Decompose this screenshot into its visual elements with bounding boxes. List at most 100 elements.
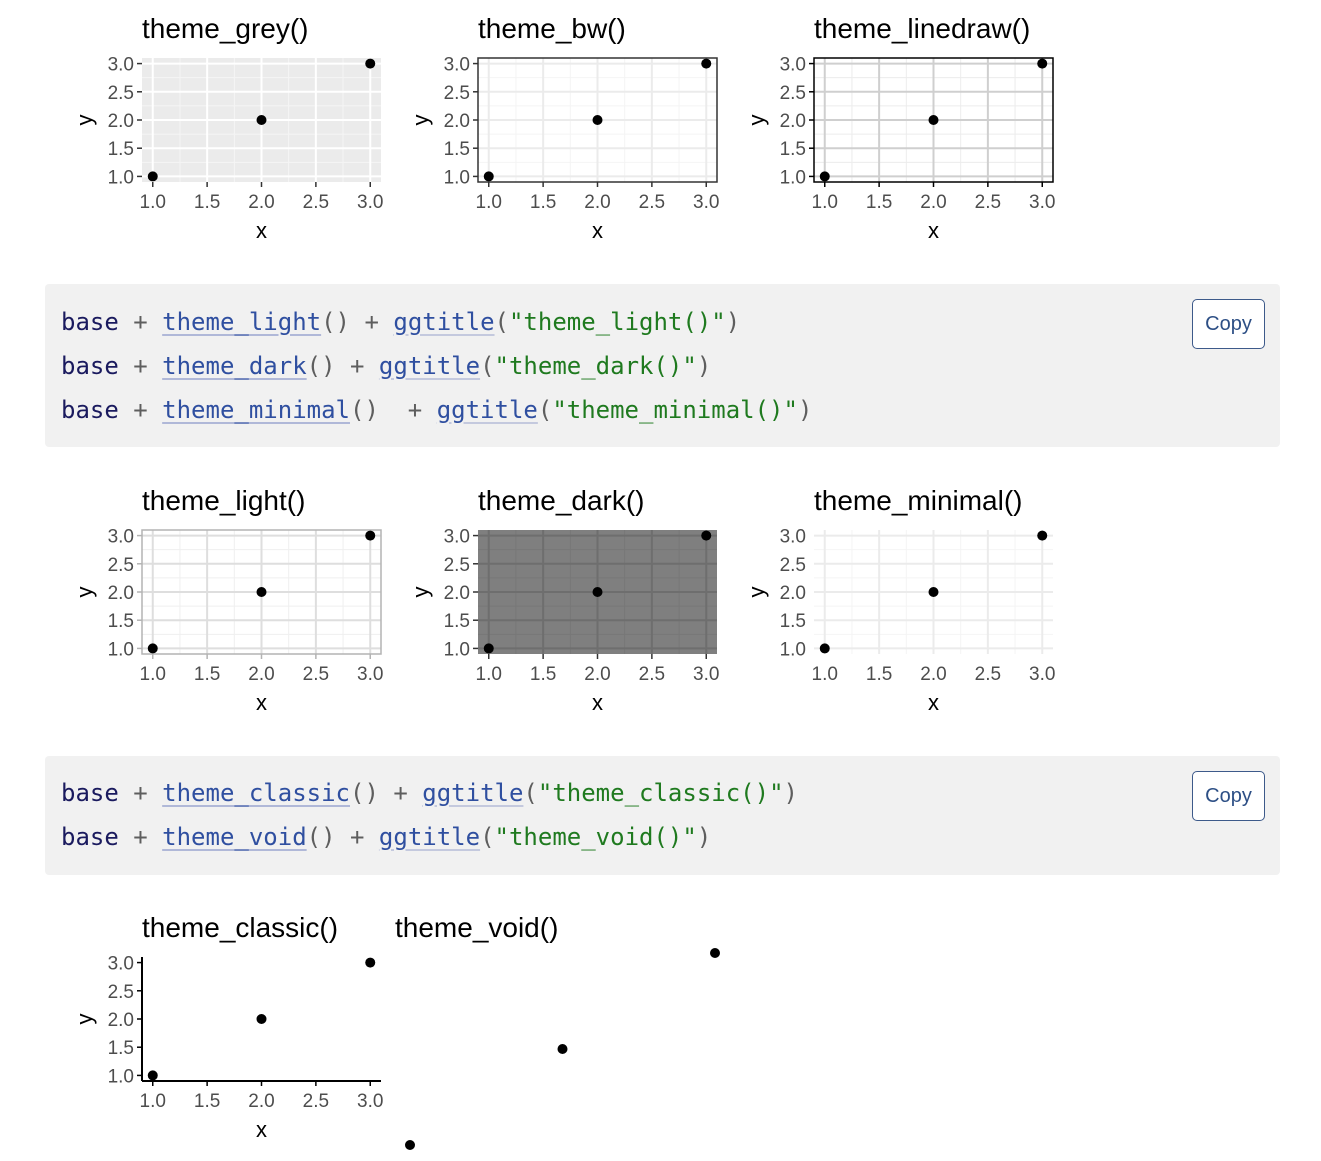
x-tick-label: 2.5 (975, 192, 1001, 213)
code-token-fn2[interactable]: ggtitle (436, 396, 538, 424)
code-token-op: + (350, 308, 394, 336)
y-tick-label: 2.5 (108, 982, 134, 1003)
code-token-id: base (61, 823, 119, 851)
y-tick-label: 2.5 (444, 555, 470, 576)
x-tick-label: 1.0 (476, 664, 502, 685)
code-line: base + theme_classic() + ggtitle("theme_… (61, 778, 798, 808)
plot-theme-linedraw: theme_linedraw() 1.0 1.5 2.0 2.5 3.0 1.0 1.5 2.0… (672, 0, 1112, 250)
y-tick-label: 1.0 (444, 639, 470, 660)
plot-svg: theme_dark() 1.0 1.5 2.0 2.5 3.0 1.0 1.5 2.0 2.5 3… (408, 485, 719, 715)
data-point (483, 643, 494, 654)
x-tick-label: 2.5 (303, 1091, 329, 1112)
y-tick-label: 2.5 (108, 83, 134, 104)
copy-button[interactable]: Copy (1192, 299, 1265, 349)
x-tick-label: 1.5 (530, 192, 556, 213)
plot-title: theme_classic() (142, 912, 338, 943)
data-point (710, 948, 720, 958)
plot-title: theme_void() (395, 912, 558, 943)
code-token-op: + (335, 823, 379, 851)
code-token-op: + (118, 779, 163, 807)
code-token-str: "theme_classic()" (537, 779, 784, 807)
data-point (592, 115, 603, 125)
plot-title: theme_grey() (142, 13, 309, 44)
x-tick-label: 3.0 (1029, 192, 1055, 213)
x-tick-label: 1.5 (530, 664, 556, 685)
x-tick-label: 2.5 (975, 664, 1001, 685)
y-tick-label: 3.0 (108, 55, 134, 76)
y-tick-label: 2.5 (108, 555, 134, 576)
copy-button[interactable]: Copy (1192, 771, 1265, 821)
x-axis-label: x (256, 1117, 267, 1142)
code-token-p: ( (494, 308, 509, 336)
code-token-fn[interactable]: theme_void (162, 823, 307, 851)
x-tick-label: 3.0 (357, 1091, 383, 1112)
x-tick-label: 1.0 (812, 664, 838, 685)
y-tick-label: 1.5 (444, 611, 470, 632)
plot-title: theme_minimal() (814, 485, 1023, 516)
code-token-p: () (350, 779, 379, 807)
code-token-fn[interactable]: theme_dark (162, 352, 307, 380)
x-tick-label: 2.0 (248, 1091, 274, 1112)
data-point (147, 643, 158, 654)
x-tick-label: 1.5 (194, 1091, 220, 1112)
code-line: base + theme_minimal() + ggtitle("theme_… (61, 395, 812, 425)
x-tick-label: 3.0 (357, 192, 383, 213)
x-tick-label: 1.5 (194, 192, 220, 213)
code-token-op: + (118, 352, 163, 380)
y-tick-label: 3.0 (108, 527, 134, 548)
code-token-op: + (335, 352, 379, 380)
code-token-fn2[interactable]: ggtitle (378, 823, 481, 851)
code-token-p: ( (537, 396, 553, 424)
code-token-fn2[interactable]: ggtitle (393, 308, 495, 336)
code-token-op: + (118, 308, 163, 336)
code-token-p: ) (783, 779, 798, 807)
y-axis-label: y (408, 115, 433, 126)
code-token-id: base (61, 396, 119, 424)
x-axis-label: x (928, 218, 939, 243)
plot-theme-light: theme_light() 1.0 1.5 2.0 2.5 3.0 1.0 1.5 2.0 2.5… (0, 472, 440, 722)
x-tick-label: 1.0 (476, 192, 502, 213)
x-tick-label: 3.0 (693, 664, 719, 685)
data-point (701, 530, 712, 541)
y-tick-label: 3.0 (780, 527, 806, 548)
plot-title: theme_linedraw() (814, 13, 1030, 44)
plot-theme-grey: theme_grey() 1.0 1.5 2.0 2.5 3.0 1.0 1.5 2.0 2.5 3… (0, 0, 440, 250)
code-token-fn[interactable]: theme_light (162, 308, 322, 336)
y-axis-label: y (72, 1014, 97, 1025)
x-axis-label: x (592, 690, 603, 715)
plot-svg: theme_linedraw() 1.0 1.5 2.0 2.5 3.0 1.0 1.5 2.0… (744, 13, 1055, 243)
code-token-fn[interactable]: theme_minimal (162, 396, 350, 424)
code-token-fn2[interactable]: ggtitle (422, 779, 524, 807)
code-token-p: ( (523, 779, 538, 807)
y-tick-label: 1.5 (108, 1038, 134, 1059)
data-point (147, 1070, 158, 1081)
y-axis-label: y (744, 587, 769, 598)
data-point (365, 957, 376, 968)
x-tick-label: 1.0 (140, 192, 166, 213)
code-token-op: + (378, 396, 437, 424)
code-token-id: base (61, 352, 119, 380)
data-point (1037, 58, 1048, 69)
code-token-fn2[interactable]: ggtitle (378, 352, 481, 380)
code-block-2: base + theme_classic() + ggtitle("theme_… (45, 756, 1280, 875)
plot-svg: theme_minimal() 1.0 1.5 2.0 2.5 3.0 1.0 1.5 2.0 2… (744, 485, 1055, 715)
data-point (405, 1140, 415, 1150)
plot-theme-dark: theme_dark() 1.0 1.5 2.0 2.5 3.0 1.0 1.5 2.0 2.5 3… (336, 472, 776, 722)
data-point (928, 587, 939, 597)
code-token-p: () (306, 823, 336, 851)
code-line: base + theme_light() + ggtitle("theme_li… (61, 307, 740, 337)
x-tick-label: 3.0 (693, 192, 719, 213)
x-tick-label: 2.0 (920, 192, 946, 213)
y-tick-label: 2.5 (444, 83, 470, 104)
y-tick-label: 2.0 (444, 111, 470, 132)
data-point (557, 1044, 568, 1054)
x-tick-label: 2.5 (639, 192, 665, 213)
x-tick-label: 2.0 (584, 192, 610, 213)
code-token-fn[interactable]: theme_classic (162, 779, 350, 807)
x-tick-label: 2.0 (920, 664, 946, 685)
data-point (592, 587, 603, 597)
y-tick-label: 1.0 (780, 639, 806, 660)
x-tick-label: 2.0 (248, 192, 274, 213)
y-tick-label: 1.5 (108, 139, 134, 160)
x-tick-label: 3.0 (1029, 664, 1055, 685)
